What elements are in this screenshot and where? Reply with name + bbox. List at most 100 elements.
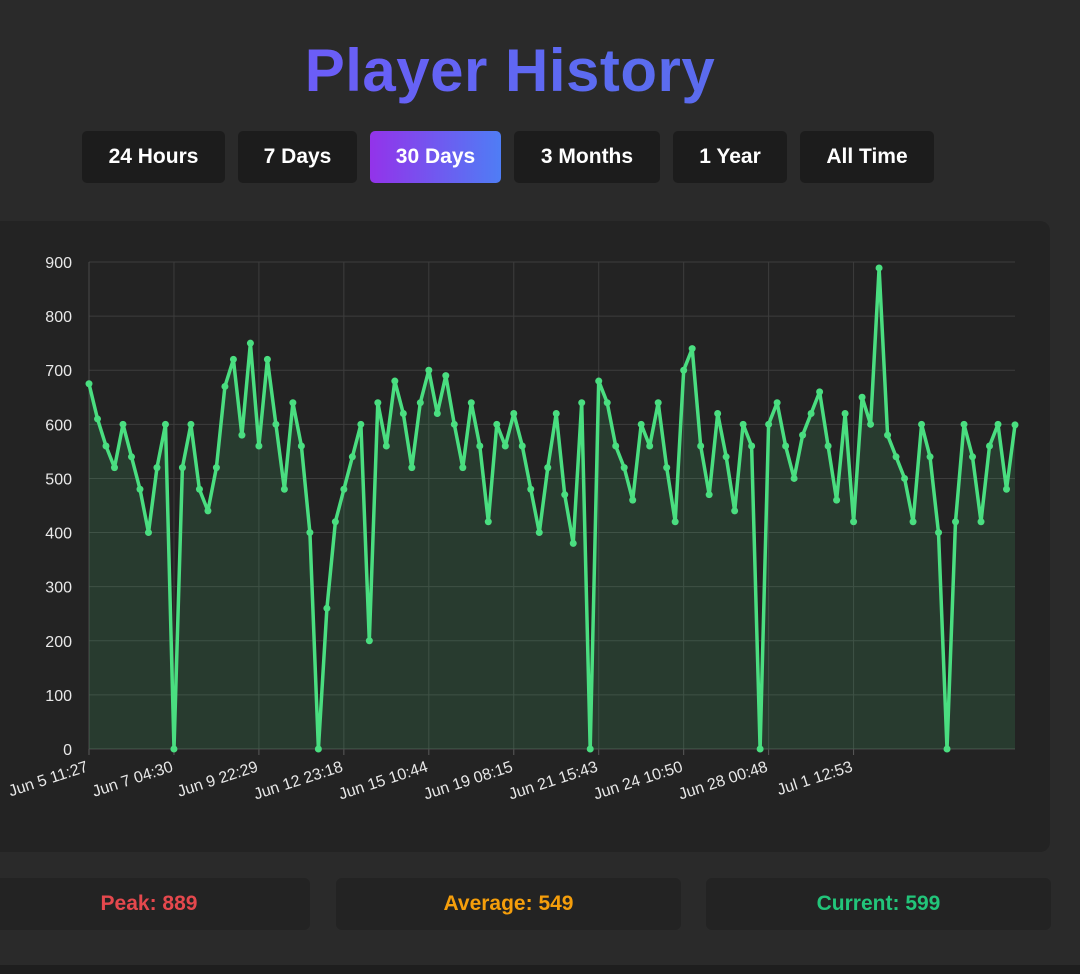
data-point bbox=[722, 453, 730, 461]
x-tick-label: Jun 24 10:50 bbox=[592, 759, 685, 804]
data-point bbox=[1003, 485, 1011, 493]
data-point bbox=[161, 420, 169, 428]
data-point bbox=[705, 491, 713, 499]
data-point bbox=[484, 518, 492, 526]
data-point bbox=[578, 399, 586, 407]
average-stat-label: Average: bbox=[443, 892, 539, 915]
data-point bbox=[884, 431, 892, 439]
y-tick-label: 500 bbox=[45, 471, 72, 488]
data-point bbox=[246, 339, 254, 347]
peak-stat: Peak: 889 bbox=[0, 878, 310, 930]
range-button-30-days[interactable]: 30 Days bbox=[370, 131, 501, 183]
data-point bbox=[688, 345, 696, 353]
data-point bbox=[348, 453, 356, 461]
peak-stat-label: Peak: bbox=[100, 892, 163, 915]
data-point bbox=[170, 745, 178, 753]
data-point bbox=[178, 464, 186, 472]
data-point bbox=[382, 442, 390, 450]
data-point bbox=[272, 420, 280, 428]
data-point bbox=[518, 442, 526, 450]
data-point bbox=[561, 491, 569, 499]
data-point bbox=[969, 453, 977, 461]
data-point bbox=[144, 529, 152, 537]
data-point bbox=[195, 485, 203, 493]
range-button-1-year[interactable]: 1 Year bbox=[673, 131, 787, 183]
page-title: Player History bbox=[0, 36, 1020, 105]
data-point bbox=[731, 507, 739, 515]
data-point bbox=[391, 377, 399, 385]
current-stat-value: 599 bbox=[905, 892, 941, 915]
data-point bbox=[935, 529, 943, 537]
data-point bbox=[994, 420, 1002, 428]
data-point bbox=[867, 420, 875, 428]
data-point bbox=[544, 464, 552, 472]
data-point bbox=[501, 442, 509, 450]
x-tick-label: Jun 9 22:29 bbox=[175, 759, 260, 801]
average-stat: Average: 549 bbox=[336, 878, 681, 930]
x-tick-label: Jun 5 11:27 bbox=[7, 759, 91, 801]
data-point bbox=[263, 355, 271, 363]
data-point bbox=[782, 442, 790, 450]
range-button-7-days[interactable]: 7 Days bbox=[238, 131, 357, 183]
data-point bbox=[153, 464, 161, 472]
data-point bbox=[229, 355, 237, 363]
data-point bbox=[816, 388, 824, 396]
data-point bbox=[289, 399, 297, 407]
data-point bbox=[807, 410, 815, 418]
y-tick-label: 700 bbox=[45, 363, 72, 380]
data-point bbox=[773, 399, 781, 407]
data-point bbox=[977, 518, 985, 526]
data-point bbox=[892, 453, 900, 461]
current-stat-label: Current: bbox=[816, 892, 906, 915]
x-tick-label: Jun 19 08:15 bbox=[422, 759, 515, 804]
data-point bbox=[875, 264, 883, 272]
time-range-selector: 24 Hours 7 Days 30 Days 3 Months 1 Year … bbox=[0, 131, 1080, 183]
data-point bbox=[620, 464, 628, 472]
data-point bbox=[765, 420, 773, 428]
data-point bbox=[85, 380, 93, 388]
data-point bbox=[425, 366, 433, 374]
data-point bbox=[306, 529, 314, 537]
data-point bbox=[467, 399, 475, 407]
range-button-3-months[interactable]: 3 Months bbox=[514, 131, 660, 183]
data-point bbox=[850, 518, 858, 526]
data-point bbox=[960, 420, 968, 428]
data-point bbox=[476, 442, 484, 450]
range-button-24-hours[interactable]: 24 Hours bbox=[82, 131, 225, 183]
data-point bbox=[535, 529, 543, 537]
average-stat-value: 549 bbox=[538, 892, 574, 915]
data-point bbox=[442, 372, 450, 380]
data-point bbox=[646, 442, 654, 450]
data-point bbox=[858, 393, 866, 401]
data-point bbox=[918, 420, 926, 428]
data-point bbox=[416, 399, 424, 407]
x-tick-label: Jun 7 04:30 bbox=[90, 759, 175, 801]
data-point bbox=[238, 431, 246, 439]
data-point bbox=[204, 507, 212, 515]
data-point bbox=[459, 464, 467, 472]
data-point bbox=[569, 539, 577, 547]
data-point bbox=[654, 399, 662, 407]
data-point bbox=[739, 420, 747, 428]
data-point bbox=[510, 410, 518, 418]
y-tick-label: 200 bbox=[45, 634, 72, 651]
range-button-all-time[interactable]: All Time bbox=[800, 131, 934, 183]
series-line bbox=[87, 266, 1017, 751]
data-point bbox=[612, 442, 620, 450]
data-point bbox=[663, 464, 671, 472]
data-point bbox=[943, 745, 951, 753]
y-tick-label: 300 bbox=[45, 580, 72, 597]
data-point bbox=[833, 496, 841, 504]
data-point bbox=[221, 382, 229, 390]
data-point bbox=[450, 420, 458, 428]
data-point bbox=[671, 518, 679, 526]
data-point bbox=[527, 485, 535, 493]
data-point bbox=[119, 420, 127, 428]
data-point bbox=[357, 420, 365, 428]
y-tick-label: 0 bbox=[63, 742, 72, 759]
x-tick-label: Jun 21 15:43 bbox=[507, 759, 600, 804]
peak-stat-value: 889 bbox=[162, 892, 198, 915]
data-point bbox=[603, 399, 611, 407]
data-point bbox=[314, 745, 322, 753]
